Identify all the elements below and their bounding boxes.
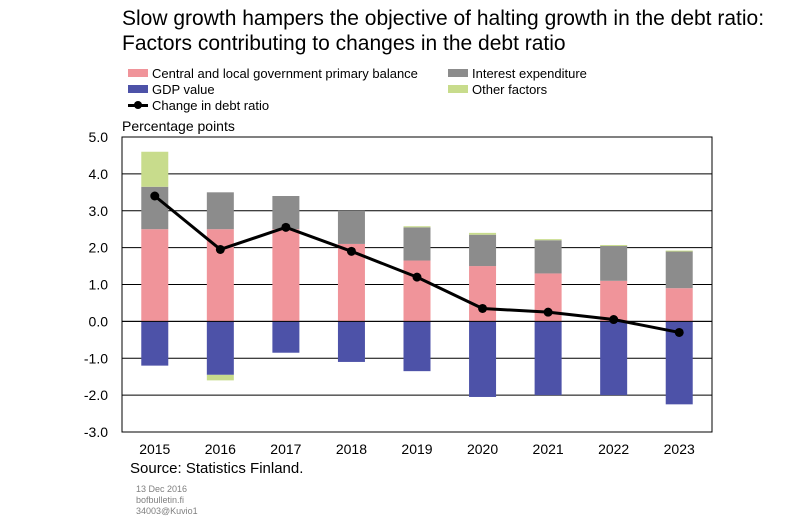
bar-interest-expenditure xyxy=(665,251,693,289)
x-tick-label: 2020 xyxy=(467,441,498,457)
legend-item-other: Other factors xyxy=(448,82,547,97)
y-tick-label: 3.0 xyxy=(89,203,109,219)
legend-label-other: Other factors xyxy=(472,82,548,97)
bar-primary-balance xyxy=(469,266,497,322)
bar-primary-balance xyxy=(665,288,693,322)
legend-swatch-debt-ratio xyxy=(128,101,148,109)
bar-primary-balance xyxy=(141,229,169,322)
x-tick-label: 2018 xyxy=(336,441,367,457)
legend-swatch-gdp xyxy=(128,85,148,93)
line-point xyxy=(281,222,291,232)
bar-interest-expenditure xyxy=(403,227,431,261)
footer-date: 13 Dec 2016 xyxy=(136,484,188,494)
bar-gdp-value xyxy=(403,321,431,372)
footer-code: 34003@Kuvio1 xyxy=(136,506,198,516)
bar-primary-balance xyxy=(337,243,365,322)
legend-swatch-interest xyxy=(448,69,468,77)
chart-title: Slow growth hampers the objective of hal… xyxy=(122,7,765,55)
legend-item-interest: Interest expenditure xyxy=(448,66,587,81)
y-tick-label: 5.0 xyxy=(89,129,109,145)
bar-gdp-value xyxy=(141,321,169,366)
bar-gdp-value xyxy=(272,321,300,353)
bar-interest-expenditure xyxy=(469,234,497,267)
line-point xyxy=(215,244,225,254)
x-tick-label: 2019 xyxy=(401,441,432,457)
bar-interest-expenditure xyxy=(337,210,365,244)
x-tick-label: 2017 xyxy=(270,441,301,457)
y-tick-label: -2.0 xyxy=(84,387,108,403)
legend-item-gdp: GDP value xyxy=(128,82,215,97)
x-tick-label: 2023 xyxy=(664,441,695,457)
legend-item-primary-balance: Central and local government primary bal… xyxy=(128,66,418,81)
legend-label-gdp: GDP value xyxy=(152,82,215,97)
x-tick-label: 2015 xyxy=(139,441,170,457)
chart-legend: Central and local government primary bal… xyxy=(122,64,682,114)
legend-item-debt-ratio: Change in debt ratio xyxy=(128,98,269,113)
bar-primary-balance xyxy=(403,260,431,322)
bar-gdp-value xyxy=(534,321,562,396)
bar-interest-expenditure xyxy=(206,192,234,230)
bar-gdp-value xyxy=(600,321,628,396)
y-tick-label: 1.0 xyxy=(89,277,109,293)
bar-other-factors xyxy=(206,374,234,381)
line-point xyxy=(478,303,488,313)
bar-interest-expenditure xyxy=(600,245,628,281)
line-point xyxy=(674,327,684,337)
bar-other-factors xyxy=(141,151,169,187)
bar-other-factors xyxy=(600,245,628,247)
line-point xyxy=(609,315,619,325)
bar-gdp-value xyxy=(206,321,234,375)
bar-interest-expenditure xyxy=(534,240,562,274)
y-axis-unit-label: Percentage points xyxy=(122,118,235,134)
x-tick-label: 2021 xyxy=(533,441,564,457)
legend-label-interest: Interest expenditure xyxy=(472,66,587,81)
source-note: Source: Statistics Finland. xyxy=(130,460,304,477)
legend-label-primary-balance: Central and local government primary bal… xyxy=(152,66,418,81)
legend-swatch-primary-balance xyxy=(128,69,148,77)
y-tick-label: 4.0 xyxy=(89,166,109,182)
y-tick-label: -3.0 xyxy=(84,424,108,440)
bar-primary-balance xyxy=(600,280,628,322)
bar-other-factors xyxy=(403,226,431,228)
x-tick-label: 2016 xyxy=(205,441,236,457)
plot-frame xyxy=(121,136,713,433)
y-tick-label: 0.0 xyxy=(89,313,109,329)
bar-primary-balance xyxy=(272,229,300,322)
line-point xyxy=(346,246,356,256)
x-tick-label: 2022 xyxy=(598,441,629,457)
bar-other-factors xyxy=(534,239,562,241)
legend-swatch-other xyxy=(448,85,468,93)
y-tick-label: -1.0 xyxy=(84,350,108,366)
line-point xyxy=(412,272,422,282)
bar-gdp-value xyxy=(469,321,497,397)
bar-gdp-value xyxy=(337,321,365,362)
bar-other-factors xyxy=(469,232,497,235)
line-point xyxy=(543,307,553,317)
line-point xyxy=(150,191,160,201)
bar-primary-balance xyxy=(206,229,234,322)
bar-other-factors xyxy=(665,250,693,252)
y-tick-label: 2.0 xyxy=(89,240,109,256)
legend-label-debt-ratio: Change in debt ratio xyxy=(152,98,270,113)
footer-site: bofbulletin.fi xyxy=(136,495,185,505)
